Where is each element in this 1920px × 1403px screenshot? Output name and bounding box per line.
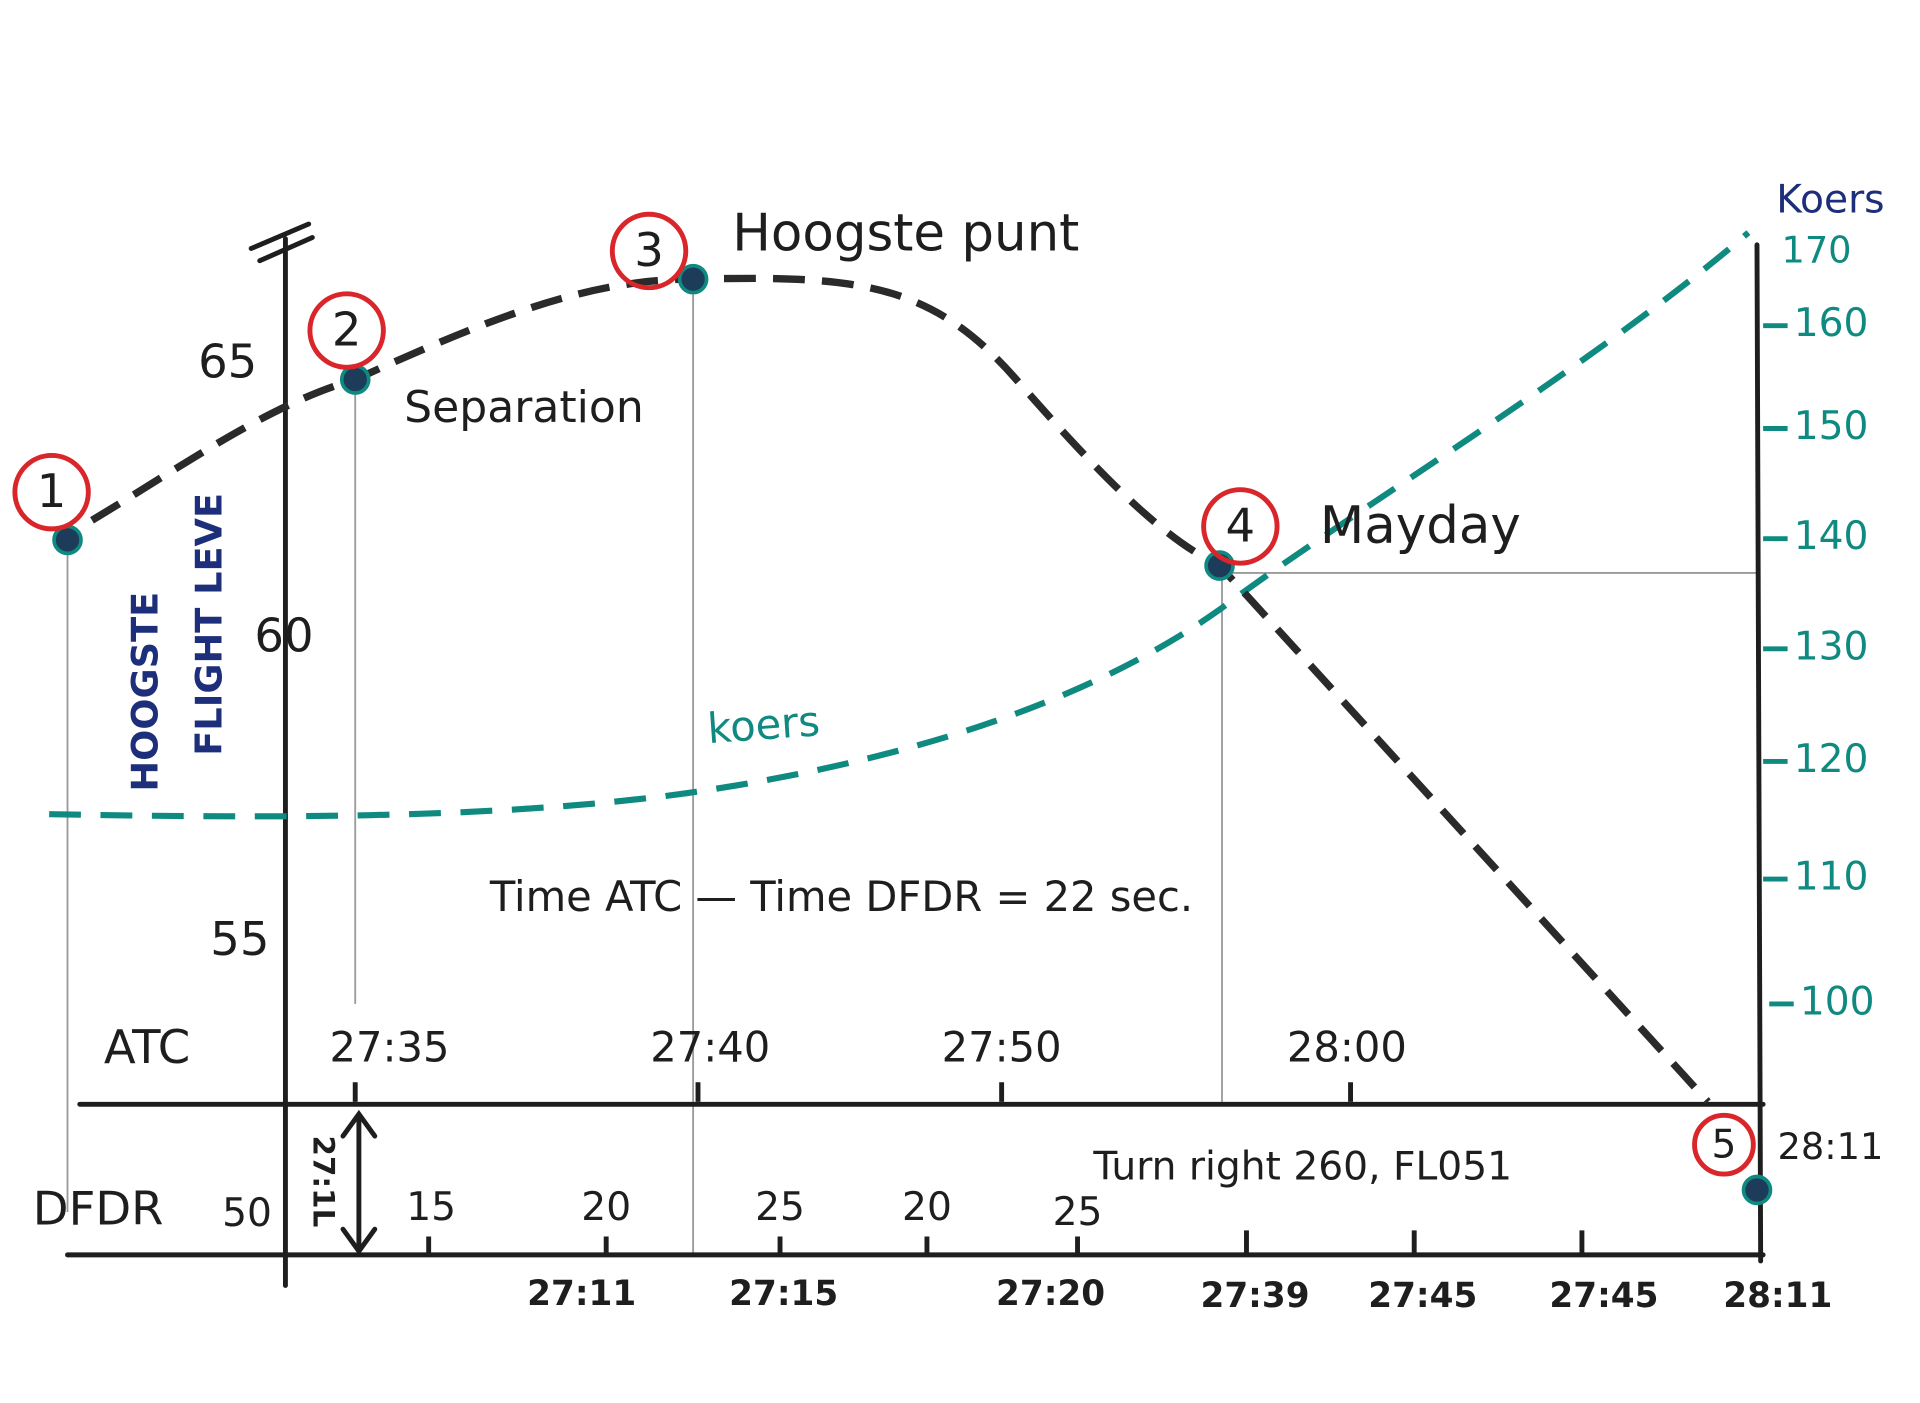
dfdr-tick: 20 (902, 1185, 952, 1230)
point-label: Separation (404, 382, 644, 433)
atc-tick: 28:00 (1287, 1022, 1407, 1071)
dfdr-time: 27:20 (996, 1274, 1105, 1314)
point-marker (339, 364, 371, 395)
left-tick: 65 (198, 334, 257, 388)
right-tick: 160 (1794, 301, 1869, 346)
point-number: 3 (634, 223, 664, 277)
marker-label: 27:1L (307, 1136, 341, 1228)
event: Turn right 260, FL051 (1092, 1145, 1512, 1190)
number-circle (12, 452, 91, 532)
dfdr-tick: 25 (755, 1185, 805, 1230)
right-axis (1754, 242, 1764, 1264)
dfdr-time: 27:15 (729, 1274, 838, 1314)
dfdr-tick: 20 (581, 1185, 631, 1230)
point-number: 5 (1711, 1123, 1736, 1168)
point-marker (1741, 1174, 1773, 1206)
dfdr-time: 27:45 (1549, 1276, 1658, 1316)
point-number: 1 (37, 464, 67, 518)
markers (12, 211, 1773, 1206)
left-tick: 60 (254, 609, 313, 663)
right-tick: 170 (1781, 229, 1851, 272)
axes (65, 221, 1794, 1288)
right-ticks (1763, 323, 1794, 1007)
axis-label: ATC (104, 1020, 190, 1074)
point-marker (677, 263, 709, 295)
right-tick: 100 (1800, 979, 1875, 1024)
number-circle (307, 291, 386, 370)
right-tick: 120 (1794, 737, 1869, 782)
heading-curve (49, 230, 1751, 820)
dfdr-time: 27:39 (1201, 1276, 1310, 1316)
dfdr-tick: 15 (406, 1185, 456, 1230)
right-tick: 110 (1794, 855, 1869, 900)
point-label: Hoogste punt (732, 203, 1079, 263)
atc-tick: 27:35 (330, 1022, 450, 1071)
right-tick: 150 (1794, 404, 1869, 449)
atc-tick: 28:11 (1778, 1125, 1884, 1168)
point-label: Mayday (1320, 496, 1521, 556)
arrow-head (340, 1226, 378, 1256)
guides (66, 279, 1757, 1255)
right-tick: 130 (1794, 624, 1869, 669)
number-circle (1201, 487, 1280, 566)
arrow-head (340, 1109, 378, 1139)
right-tick: 140 (1794, 514, 1869, 559)
atc-tick: 27:40 (650, 1022, 770, 1071)
left-tick: 50 (222, 1191, 272, 1236)
note: Time ATC — Time DFDR = 22 sec. (489, 872, 1193, 921)
number-circle (1692, 1112, 1756, 1177)
point-number: 2 (332, 302, 362, 356)
axis-label: DFDR (33, 1182, 164, 1236)
axis-label: HOOGSTE (124, 592, 167, 792)
left-tick: 55 (210, 912, 269, 966)
number-circle (609, 211, 689, 291)
axis-break (257, 235, 315, 264)
axis-break (248, 221, 312, 251)
axis-label: FLIGHT LEVE (187, 493, 230, 756)
point-number: 4 (1226, 498, 1256, 552)
dfdr-time: 27:11 (527, 1274, 636, 1314)
dfdr-time: 27:45 (1368, 1276, 1477, 1316)
axis-title: Koers (1776, 178, 1884, 223)
labels: 1 2 3 4 5 Separation Hoogste punt Mayday… (33, 178, 1885, 1317)
dfdr-tick: 25 (1053, 1190, 1103, 1235)
curve-label: koers (706, 696, 822, 753)
atc-tick: 27:50 (942, 1022, 1062, 1071)
dfdr-time: 28:11 (1723, 1276, 1832, 1316)
